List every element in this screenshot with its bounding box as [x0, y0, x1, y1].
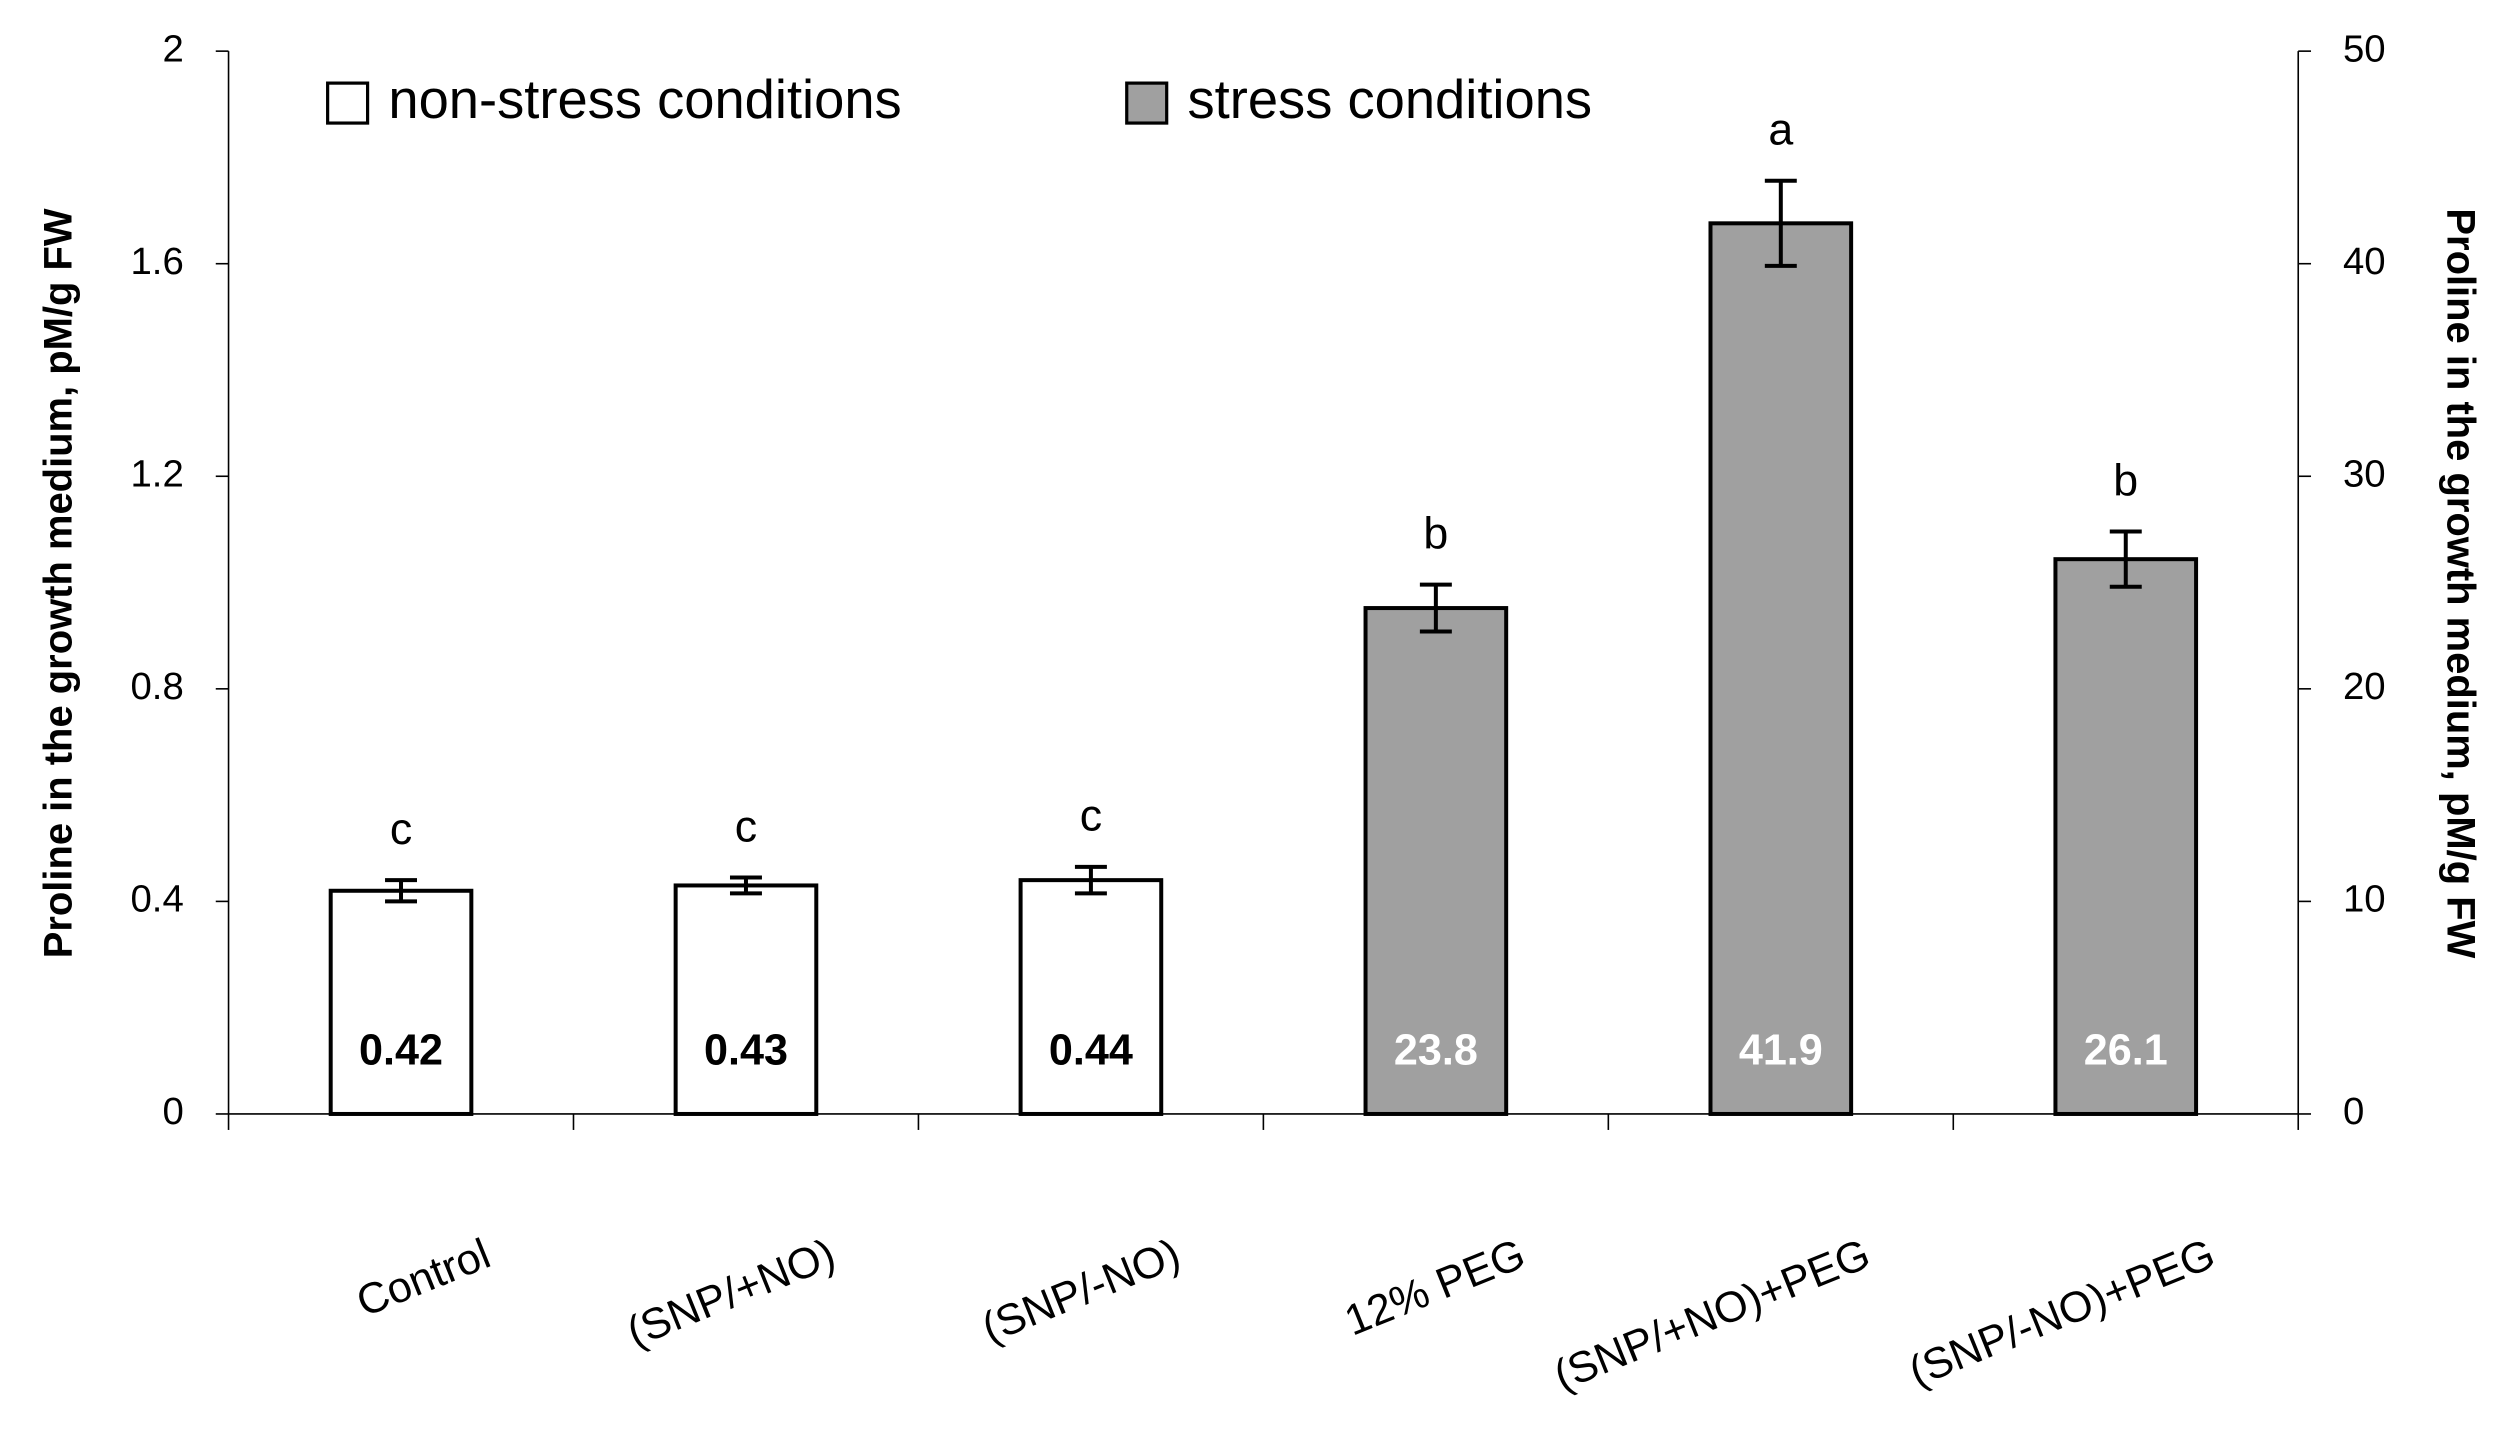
significance-letter: b — [1423, 509, 1448, 559]
error-bar — [729, 875, 762, 896]
y2-tick-label: 10 — [2343, 878, 2386, 921]
y-tick-label: 0 — [162, 1090, 183, 1133]
y2-tick-label: 30 — [2343, 452, 2386, 495]
error-bar — [1764, 178, 1797, 268]
y2-tick-label: 40 — [2343, 240, 2386, 283]
x-tick-label: (SNP/-NO)+PEG — [1903, 1230, 2222, 1396]
y-tick-label: 1.2 — [130, 452, 183, 495]
x-tick-label: 12% PEG — [1338, 1230, 1532, 1345]
y-tick-label: 1.6 — [130, 240, 183, 283]
bar — [328, 888, 474, 1116]
legend-swatch — [1125, 81, 1169, 125]
significance-letter: c — [735, 801, 757, 851]
data-label: 26.1 — [2084, 1027, 2168, 1075]
significance-letter: c — [1080, 791, 1102, 841]
data-label: 23.8 — [1394, 1027, 1478, 1075]
x-tick-label: (SNP/+NO) — [621, 1230, 842, 1357]
significance-letter: a — [1768, 105, 1793, 155]
bar — [673, 883, 819, 1116]
y2-axis-label: Proline in the growth medium, pM/g FW — [2439, 208, 2483, 958]
data-label: 41.9 — [1739, 1027, 1823, 1075]
legend-label: stress conditions — [1187, 69, 1592, 130]
x-tick-label: (SNP/+NO)+PEG — [1548, 1230, 1877, 1400]
error-bar — [385, 878, 418, 904]
x-tick-label: Control — [350, 1230, 497, 1327]
y-tick-label: 2 — [162, 27, 183, 70]
y-tick-label: 0.8 — [130, 665, 183, 708]
significance-letter: c — [390, 804, 412, 854]
y2-tick-label: 50 — [2343, 27, 2386, 70]
bar — [1708, 221, 1854, 1116]
error-bar — [1074, 864, 1107, 896]
y-axis-label: Proline in the growth medium, pM/g FW — [36, 208, 80, 958]
legend-swatch — [326, 81, 370, 125]
data-label: 0.43 — [704, 1027, 788, 1075]
error-bar — [1419, 582, 1452, 634]
bar — [1363, 606, 1509, 1116]
y2-tick-label: 0 — [2343, 1090, 2364, 1133]
error-bar — [2109, 529, 2142, 589]
x-tick-label: (SNP/-NO) — [976, 1230, 1187, 1353]
significance-letter: b — [2113, 455, 2138, 505]
data-label: 0.42 — [359, 1027, 443, 1075]
data-label: 0.44 — [1049, 1027, 1133, 1075]
y-tick-label: 0.4 — [130, 878, 183, 921]
bar — [1018, 878, 1164, 1116]
y2-tick-label: 20 — [2343, 665, 2386, 708]
legend-label: non-stress conditions — [388, 69, 901, 130]
